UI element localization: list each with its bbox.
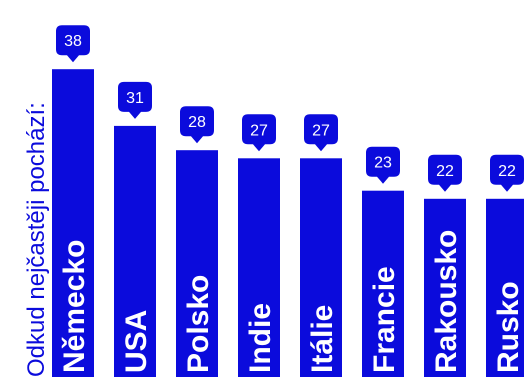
category-label-4: Itálie [306, 305, 339, 373]
value-bubble-2 [180, 106, 214, 144]
category-label-5: Francie [368, 266, 401, 373]
category-label-7: Rusko [492, 281, 524, 373]
category-label-0: Německo [58, 240, 91, 373]
category-label-6: Rakousko [430, 230, 463, 373]
bar-1 [114, 125, 156, 377]
value-bubble-4 [304, 114, 338, 152]
value-bubble-7 [490, 154, 524, 192]
bar-5 [362, 190, 404, 377]
value-label-3: 27 [250, 122, 268, 139]
category-label-1: USA [120, 310, 153, 373]
value-bubble-1 [118, 81, 152, 119]
bar-7 [486, 198, 524, 377]
bar-2 [176, 150, 218, 377]
bar-0 [52, 69, 94, 377]
category-label-3: Indie [244, 303, 277, 373]
y-axis-label: Odkud nejčastěji pochází: [23, 102, 50, 377]
category-label-2: Polsko [182, 275, 215, 373]
bar-6 [424, 198, 466, 377]
bars-group: 38 Německo 31 USA 28 Polsko 27 Indie 27 Itálie 23 F… [52, 25, 524, 377]
bar-3 [238, 158, 280, 377]
value-label-4: 27 [312, 122, 330, 139]
value-label-5: 23 [374, 155, 392, 172]
value-bubble-3 [242, 114, 276, 152]
value-label-6: 22 [436, 163, 454, 180]
value-bubble-0 [56, 25, 90, 63]
value-bubble-6 [428, 154, 462, 192]
value-bubble-5 [366, 146, 400, 184]
value-label-1: 31 [126, 90, 144, 107]
bar-4 [300, 158, 342, 377]
value-label-7: 22 [498, 163, 516, 180]
value-label-2: 28 [188, 114, 206, 131]
value-label-0: 38 [64, 33, 82, 50]
